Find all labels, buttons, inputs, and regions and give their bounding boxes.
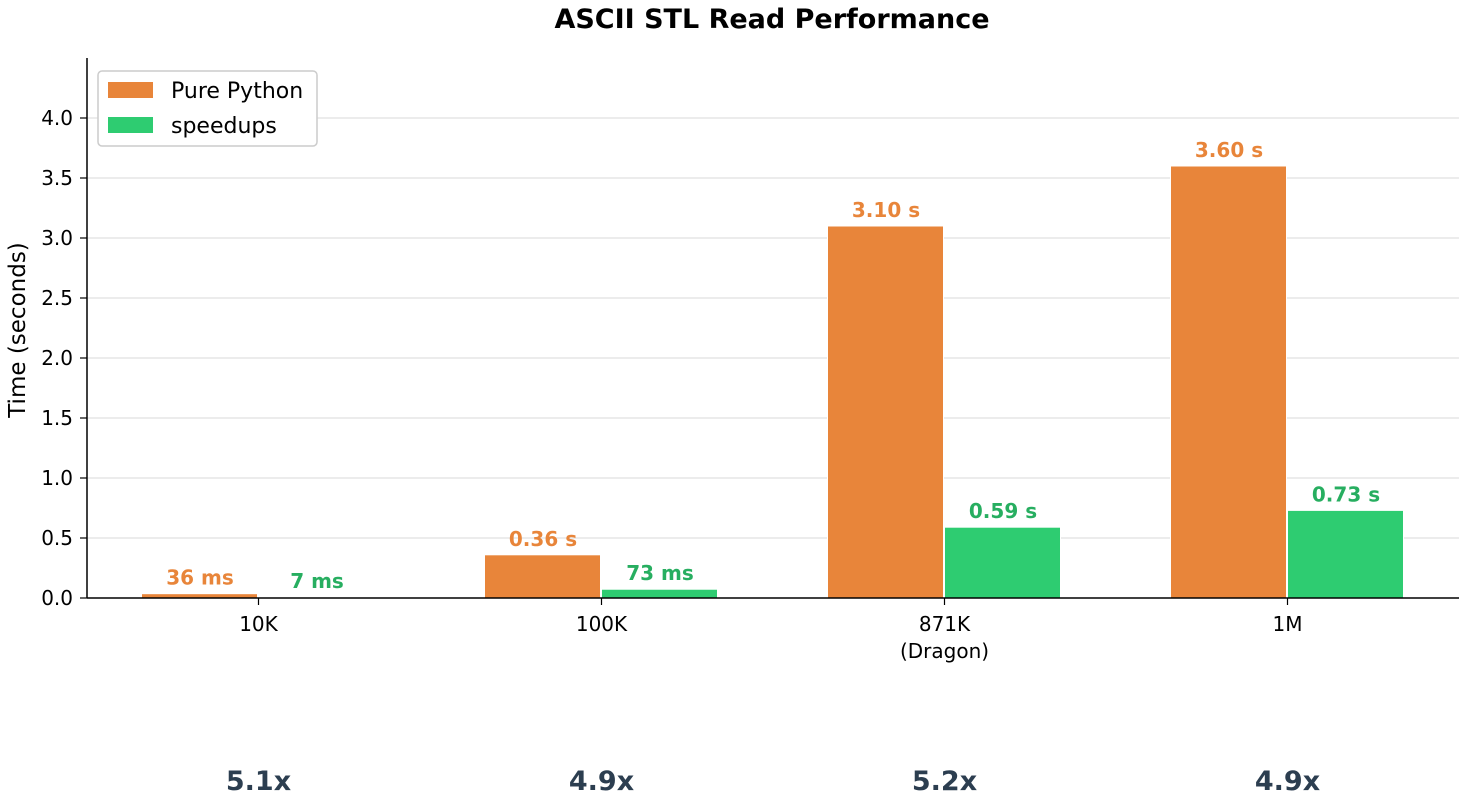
bar	[945, 527, 1061, 598]
data-label: 3.10 s	[852, 198, 920, 222]
bar	[602, 589, 718, 598]
y-tick-label: 4.0	[41, 106, 73, 130]
y-tick-label: 0.0	[41, 586, 73, 610]
x-tick-label: 1M	[1273, 612, 1303, 636]
speedup-labels: 5.1x 4.9x 5.2x 4.9x	[226, 766, 1320, 796]
y-tick-label: 2.0	[41, 346, 73, 370]
x-tick-label: 100K	[576, 612, 628, 636]
bar	[1171, 166, 1287, 598]
y-axis-label: Time (seconds)	[5, 242, 31, 419]
legend-label: speedups	[171, 114, 277, 139]
y-tick-label: 2.5	[41, 286, 73, 310]
y-tick-label: 3.5	[41, 166, 73, 190]
legend-swatch	[108, 117, 153, 133]
bar	[485, 555, 601, 598]
speedup-label: 5.2x	[912, 766, 977, 796]
legend-label: Pure Python	[171, 79, 303, 104]
data-label: 36 ms	[166, 566, 234, 590]
y-tick-label: 3.0	[41, 226, 73, 250]
y-ticks: 0.0 0.5 1.0 1.5 2.0 2.5 3.0 3.5 4.0	[41, 106, 87, 610]
speedup-label: 4.9x	[1255, 766, 1320, 796]
x-tick-label: 871K	[919, 612, 971, 636]
x-tick-label: 10K	[239, 612, 278, 636]
speedup-label: 5.1x	[226, 766, 291, 796]
y-tick-label: 0.5	[41, 526, 73, 550]
data-label: 0.59 s	[969, 499, 1037, 523]
chart-title: ASCII STL Read Performance	[554, 4, 989, 35]
legend-swatch	[108, 82, 153, 98]
speedup-label: 4.9x	[569, 766, 634, 796]
data-label: 7 ms	[290, 569, 344, 593]
data-label: 0.73 s	[1312, 482, 1380, 506]
bars	[142, 166, 1404, 598]
bar	[828, 226, 944, 598]
bar	[1288, 510, 1404, 598]
x-ticks: 10K 100K 871K (Dragon) 1M	[239, 598, 1302, 663]
x-tick-label: (Dragon)	[900, 639, 989, 663]
data-label: 3.60 s	[1195, 138, 1263, 162]
y-tick-label: 1.5	[41, 406, 73, 430]
y-tick-label: 1.0	[41, 466, 73, 490]
data-label: 73 ms	[626, 561, 694, 585]
legend: Pure Python speedups	[98, 71, 317, 146]
data-label: 0.36 s	[509, 527, 577, 551]
